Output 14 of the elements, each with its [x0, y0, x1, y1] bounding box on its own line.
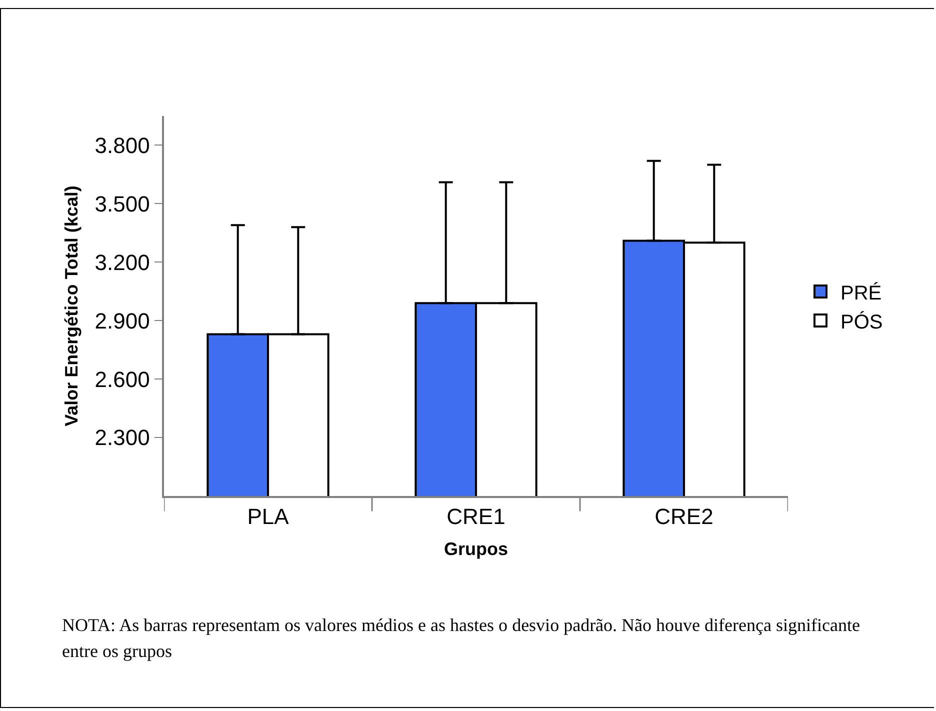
x-tick-label: PLA: [247, 504, 290, 530]
y-tick-label: 3.500: [94, 191, 150, 216]
y-tick-label: 2.300: [94, 425, 150, 450]
legend-label: PRÉ: [840, 281, 882, 304]
y-tick-label: 2.900: [94, 308, 150, 334]
y-tick-label: 2.600: [94, 366, 150, 392]
y-axis-title: Valor Energético Total (kcal): [61, 186, 82, 426]
x-tick-label: CRE2: [654, 504, 714, 530]
text: NOTA: As barras representam os valores médios e as hastes o desvio padrão. Não houve diferença significante entre os grupos: [62, 614, 860, 663]
x-tick-label: CRE1: [446, 504, 506, 530]
x-axis-title: Grupos: [444, 538, 508, 559]
y-tick-label: 3.800: [94, 132, 150, 158]
legend-label: PÓS: [840, 310, 883, 334]
y-tick-label: 3.200: [94, 250, 150, 275]
